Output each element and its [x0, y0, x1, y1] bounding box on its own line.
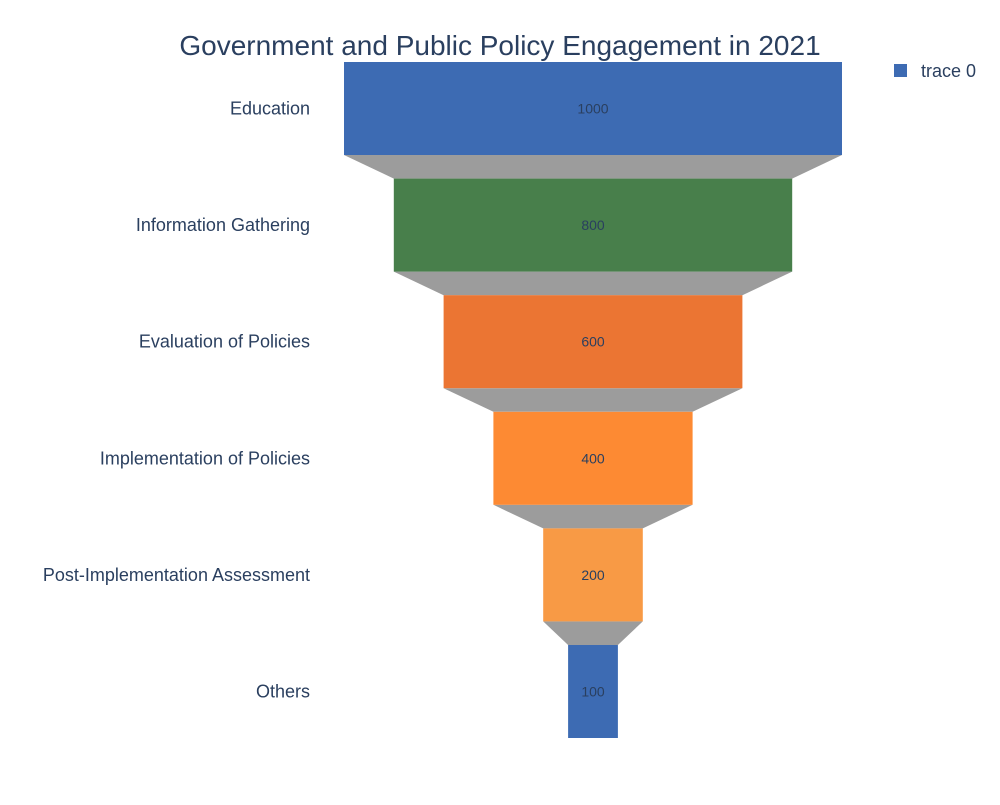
funnel-connector-2	[393, 271, 793, 296]
funnel-connector-4	[493, 504, 693, 529]
legend-swatch-trace-0[interactable]	[894, 64, 907, 77]
legend-label-trace-0[interactable]: trace 0	[921, 61, 976, 81]
funnel-bar-education[interactable]	[344, 62, 842, 155]
funnel-value-label-others: 100	[581, 684, 605, 700]
category-label-information-gathering: Information Gathering	[136, 215, 310, 235]
funnel-bar-implementation-of-policies[interactable]	[493, 411, 693, 505]
funnel-bar-evaluation-of-policies[interactable]	[443, 295, 743, 389]
category-label-others: Others	[256, 682, 310, 702]
funnel-value-label-information-gathering: 800	[581, 217, 605, 233]
funnel-value-label-implementation-of-policies: 400	[581, 450, 605, 466]
category-label-education: Education	[230, 99, 310, 119]
funnel-bar-information-gathering[interactable]	[393, 178, 793, 272]
funnel-connector-1	[344, 155, 842, 179]
funnel-value-label-post-implementation-assessment: 200	[581, 567, 605, 583]
category-label-evaluation-of-policies: Evaluation of Policies	[139, 332, 310, 352]
chart-title: Government and Public Policy Engagement …	[179, 30, 821, 61]
funnel-value-label-education: 1000	[577, 101, 608, 117]
category-label-implementation-of-policies: Implementation of Policies	[100, 448, 310, 468]
funnel-bar-post-implementation-assessment[interactable]	[543, 528, 643, 622]
funnel-connector-3	[443, 388, 743, 412]
category-label-post-implementation-assessment: Post-Implementation Assessment	[43, 565, 310, 585]
funnel-bar-others[interactable]	[568, 645, 618, 738]
funnel-connector-5	[543, 621, 643, 645]
funnel-value-label-evaluation-of-policies: 600	[581, 334, 605, 350]
